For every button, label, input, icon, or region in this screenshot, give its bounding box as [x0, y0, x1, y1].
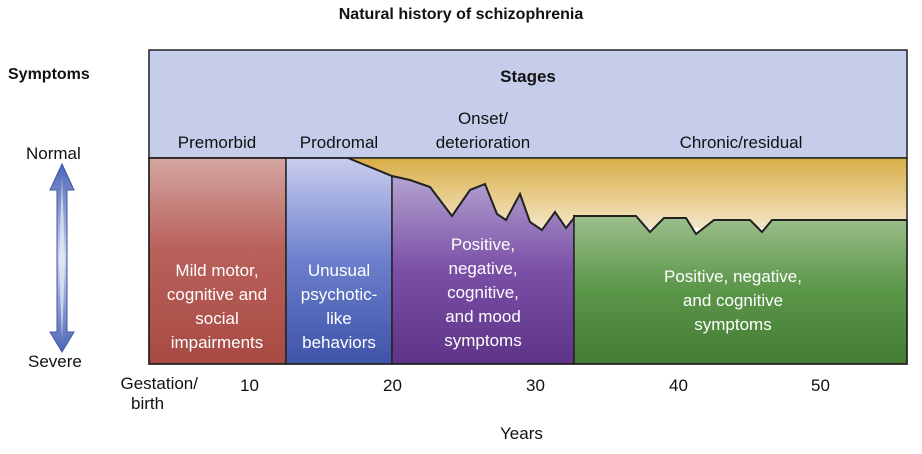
premorbid-desc-line2: cognitive and: [167, 285, 267, 304]
symptoms-axis-label: Symptoms: [8, 66, 90, 83]
severe-label: Severe: [28, 352, 82, 371]
premorbid-desc-line3: social: [195, 309, 238, 328]
onset-desc-line2: negative,: [449, 259, 518, 278]
prodromal-description: Unusual psychotic- like behaviors: [301, 261, 378, 352]
chronic-desc-line1: Positive, negative,: [664, 267, 802, 286]
symptom-trajectory-line: [347, 157, 907, 236]
chronic-desc-line3: symptoms: [694, 315, 771, 334]
gestation-label-line2: birth: [131, 394, 165, 413]
chronic-desc-line2: and cognitive: [683, 291, 783, 310]
onset-desc-line1: Positive,: [451, 235, 515, 254]
severity-arrow-icon: [49, 162, 75, 353]
onset-desc-line4: and mood: [445, 307, 521, 326]
premorbid-desc-line4: impairments: [171, 333, 264, 352]
stages-header-label: Stages: [500, 67, 556, 86]
gestation-label-line1: Gestation/: [120, 374, 199, 393]
x-tick-20: 20: [383, 376, 402, 395]
onset-description: Positive, negative, cognitive, and mood …: [444, 235, 521, 350]
chronic-box: [573, 215, 908, 365]
x-tick-30: 30: [526, 376, 545, 395]
normal-label: Normal: [26, 144, 81, 163]
diagram-title: Natural history of schizophrenia: [338, 6, 584, 23]
x-tick-50: 50: [811, 376, 830, 395]
prodromal-desc-line4: behaviors: [302, 333, 376, 352]
chronic-description: Positive, negative, and cognitive sympto…: [664, 267, 802, 334]
prodromal-desc-line3: like: [326, 309, 352, 328]
prodromal-desc-line1: Unusual: [308, 261, 370, 280]
prodromal-desc-line2: psychotic-: [301, 285, 378, 304]
stages-header-band: [148, 49, 908, 159]
premorbid-desc-line1: Mild motor,: [175, 261, 258, 280]
x-tick-10: 10: [240, 376, 259, 395]
stage-name-chronic: Chronic/residual: [680, 133, 803, 152]
stage-name-prodromal: Prodromal: [300, 133, 378, 152]
onset-desc-line3: cognitive,: [447, 283, 519, 302]
stage-name-onset-line1: Onset/: [458, 109, 508, 128]
chart-outline: [148, 157, 908, 365]
premorbid-description: Mild motor, cognitive and social impairm…: [167, 261, 267, 352]
stage-name-premorbid: Premorbid: [178, 133, 256, 152]
x-tick-40: 40: [669, 376, 688, 395]
x-axis-label: Years: [500, 424, 543, 443]
gestation-birth-label: Gestation/ birth: [101, 374, 199, 414]
onset-desc-line5: symptoms: [444, 331, 521, 350]
stage-name-onset-line2: deterioration: [436, 133, 531, 152]
